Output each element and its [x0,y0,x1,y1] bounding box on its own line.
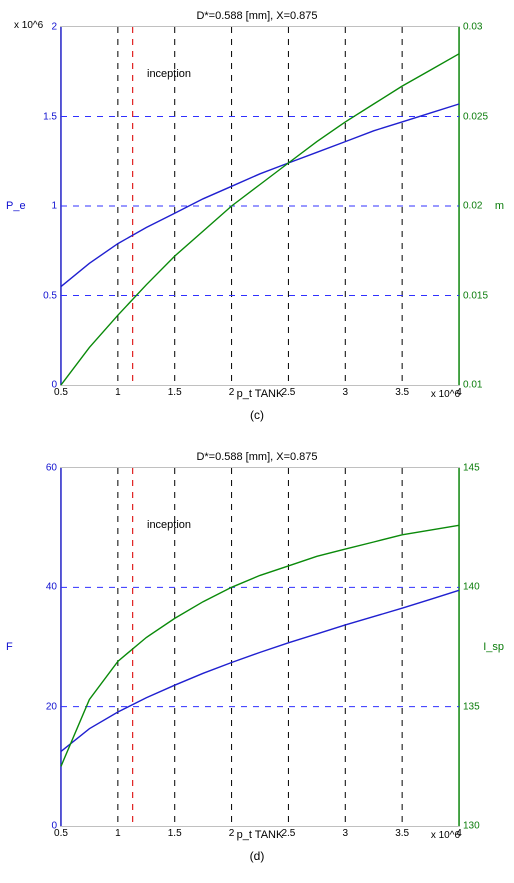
chart-c-xscale: x 10^6 [431,389,460,400]
ytick-right: 0.025 [463,111,488,122]
chart-c-subcaption: (c) [10,408,504,422]
chart-d-xscale: x 10^6 [431,830,460,841]
chart-d-title: D*=0.588 [mm], X=0.875 [10,451,504,463]
chart-c-yscale: x 10^6 [14,20,43,31]
ytick-left: 2 [51,22,57,33]
ytick-left: 1.5 [43,111,57,122]
chart-d-plot: inception 02040601301351401450.511.522.5… [60,467,460,827]
ytick-right: 135 [463,701,480,712]
ytick-right: 140 [463,582,480,593]
ytick-right: 0.015 [463,290,488,301]
chart-c-ylabel-left: P_e [6,200,26,212]
chart-d: D*=0.588 [mm], X=0.875 inception 0204060… [0,441,514,882]
chart-d-subcaption: (d) [10,849,504,863]
chart-d-xlabel: p_t TANK [237,829,284,841]
chart-c-title: D*=0.588 [mm], X=0.875 [10,10,504,22]
ytick-left: 40 [46,582,57,593]
ytick-right: 145 [463,463,480,474]
chart-c-ylabel-right: m [495,200,504,212]
ytick-left: 1 [51,201,57,212]
chart-d-ylabel-right: I_sp [483,641,504,653]
ytick-left: 0.5 [43,290,57,301]
ytick-right: 0.03 [463,22,482,33]
ytick-right: 0.01 [463,380,482,391]
chart-c-plot: inception 00.511.520.010.0150.020.0250.0… [60,26,460,386]
ytick-right: 130 [463,821,480,832]
ytick-left: 20 [46,701,57,712]
chart-c-annotation: inception [147,68,191,80]
ytick-right: 0.02 [463,201,482,212]
ytick-left: 60 [46,463,57,474]
chart-d-annotation: inception [147,519,191,531]
chart-c-xlabel: p_t TANK [237,388,284,400]
chart-c: D*=0.588 [mm], X=0.875 x 10^6 inception … [0,0,514,441]
chart-d-ylabel-left: F [6,641,13,653]
